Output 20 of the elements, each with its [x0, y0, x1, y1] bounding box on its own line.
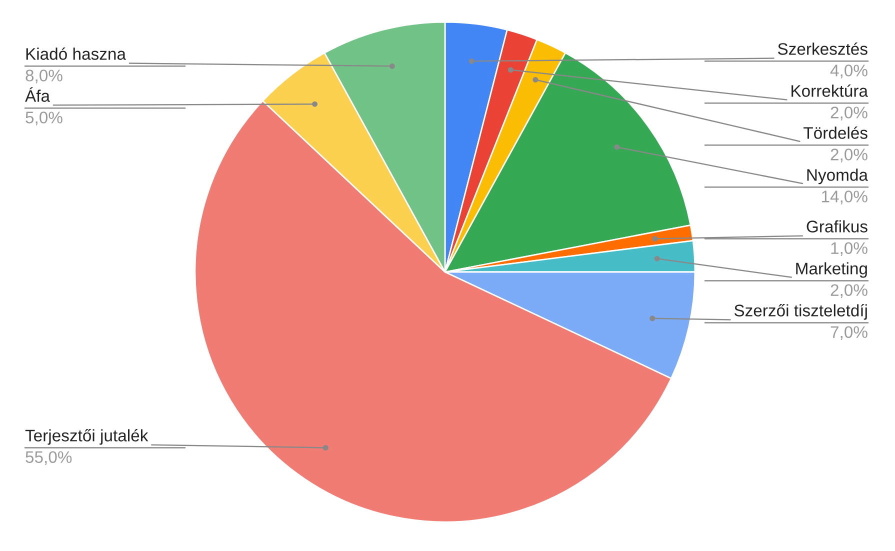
data-label: 2,0%: [830, 148, 868, 162]
slice-label: Tördelés: [804, 126, 868, 139]
slice-label: Nyomda: [807, 168, 868, 184]
slice-label: Marketing: [796, 262, 867, 278]
data-label: 4,0%: [830, 64, 868, 78]
data-label: 8,0%: [26, 70, 62, 84]
slice-label: Kiadó haszna: [26, 47, 126, 60]
data-label: 14,0%: [822, 190, 868, 204]
data-label: 1,0%: [831, 242, 868, 256]
data-label: 2,0%: [830, 284, 868, 298]
slice-label: Terjesztői jutalék: [25, 429, 148, 445]
slice-label: Szerkesztés: [778, 42, 868, 55]
data-label: 55,0%: [26, 451, 72, 465]
slice-label: Grafikus: [806, 220, 868, 232]
data-label: 5,0%: [26, 112, 62, 126]
slice-label: Áfa: [25, 87, 50, 102]
slice-label: Szerzői tiszteletdíj: [734, 304, 867, 320]
data-label: 2,0%: [830, 106, 868, 120]
slice-label: Korrektúra: [792, 84, 868, 97]
data-label: 7,0%: [830, 326, 868, 340]
